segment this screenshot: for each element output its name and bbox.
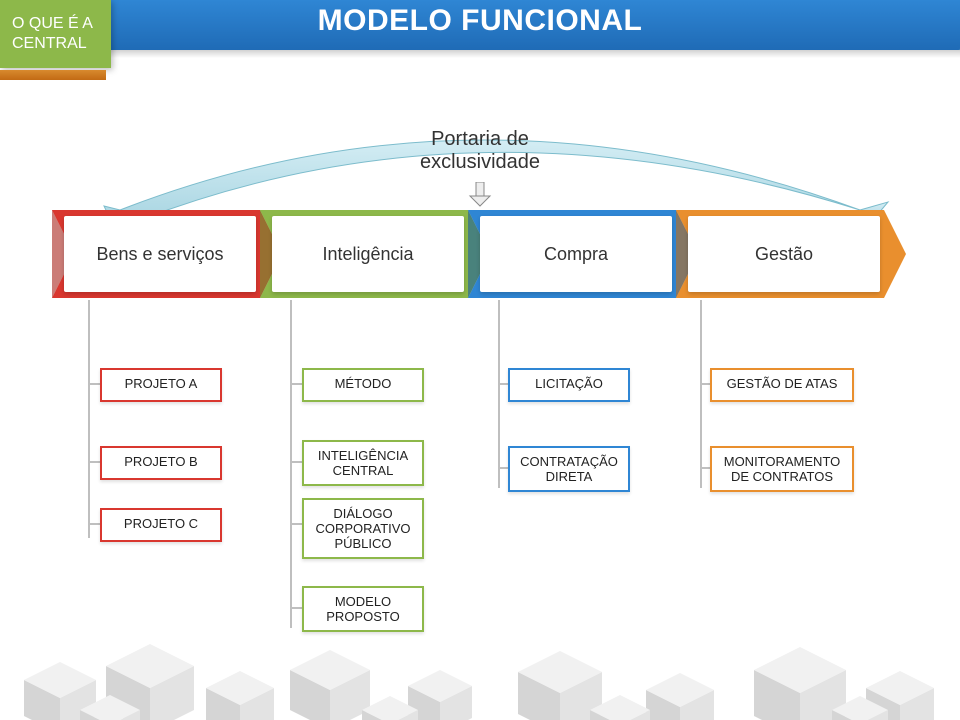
connector: [700, 300, 702, 488]
box-projB: PROJETO B: [100, 446, 222, 480]
connector: [88, 300, 90, 538]
connector: [700, 383, 710, 385]
chevron-row: Bens e serviçosInteligênciaCompraGestão: [52, 210, 908, 298]
chevron-3: Gestão: [676, 210, 906, 298]
background-cubes: [0, 570, 960, 720]
chevron-2: Compra: [468, 210, 698, 298]
page-title: MODELO FUNCIONAL: [0, 4, 960, 38]
connector: [700, 467, 710, 469]
subtitle: Portaria de exclusividade: [0, 128, 960, 174]
box-metodo: MÉTODO: [302, 368, 424, 402]
connector: [498, 300, 500, 488]
box-dialogo: DIÁLOGOCORPORATIVOPÚBLICO: [302, 498, 424, 559]
subtitle-line1: Portaria de: [431, 128, 529, 150]
connector: [290, 383, 302, 385]
side-tab-inner: O QUE É A CENTRAL: [0, 0, 111, 68]
connector: [290, 523, 302, 525]
side-tab-accent: [0, 70, 106, 80]
header-bar: MODELO FUNCIONAL: [0, 0, 960, 62]
connector: [290, 461, 302, 463]
chevron-label-2: Compra: [480, 216, 672, 292]
box-projA: PROJETO A: [100, 368, 222, 402]
box-modelo: MODELOPROPOSTO: [302, 586, 424, 632]
connector: [498, 467, 508, 469]
connector: [88, 461, 100, 463]
connector: [290, 607, 302, 609]
chevron-1: Inteligência: [260, 210, 490, 298]
chevron-label-1: Inteligência: [272, 216, 464, 292]
box-licit: LICITAÇÃO: [508, 368, 630, 402]
box-projC: PROJETO C: [100, 508, 222, 542]
connector: [498, 383, 508, 385]
page: MODELO FUNCIONAL O QUE É A CENTRAL Porta…: [0, 0, 960, 720]
box-monit: MONITORAMENTODE CONTRATOS: [710, 446, 854, 492]
connector: [290, 300, 292, 628]
side-tab-line2: CENTRAL: [12, 34, 93, 54]
connector: [88, 383, 100, 385]
box-contr: CONTRATAÇÃODIRETA: [508, 446, 630, 492]
box-intel: INTELIGÊNCIACENTRAL: [302, 440, 424, 486]
chevron-label-0: Bens e serviços: [64, 216, 256, 292]
subtitle-line2: exclusividade: [420, 151, 540, 173]
chevron-0: Bens e serviços: [52, 210, 282, 298]
chevron-label-3: Gestão: [688, 216, 880, 292]
header-shadow: [0, 50, 960, 58]
down-arrow-icon: [468, 182, 492, 208]
box-atas: GESTÃO DE ATAS: [710, 368, 854, 402]
side-tab-line1: O QUE É A: [12, 14, 93, 34]
connector: [88, 523, 100, 525]
side-tab: O QUE É A CENTRAL: [0, 0, 111, 68]
